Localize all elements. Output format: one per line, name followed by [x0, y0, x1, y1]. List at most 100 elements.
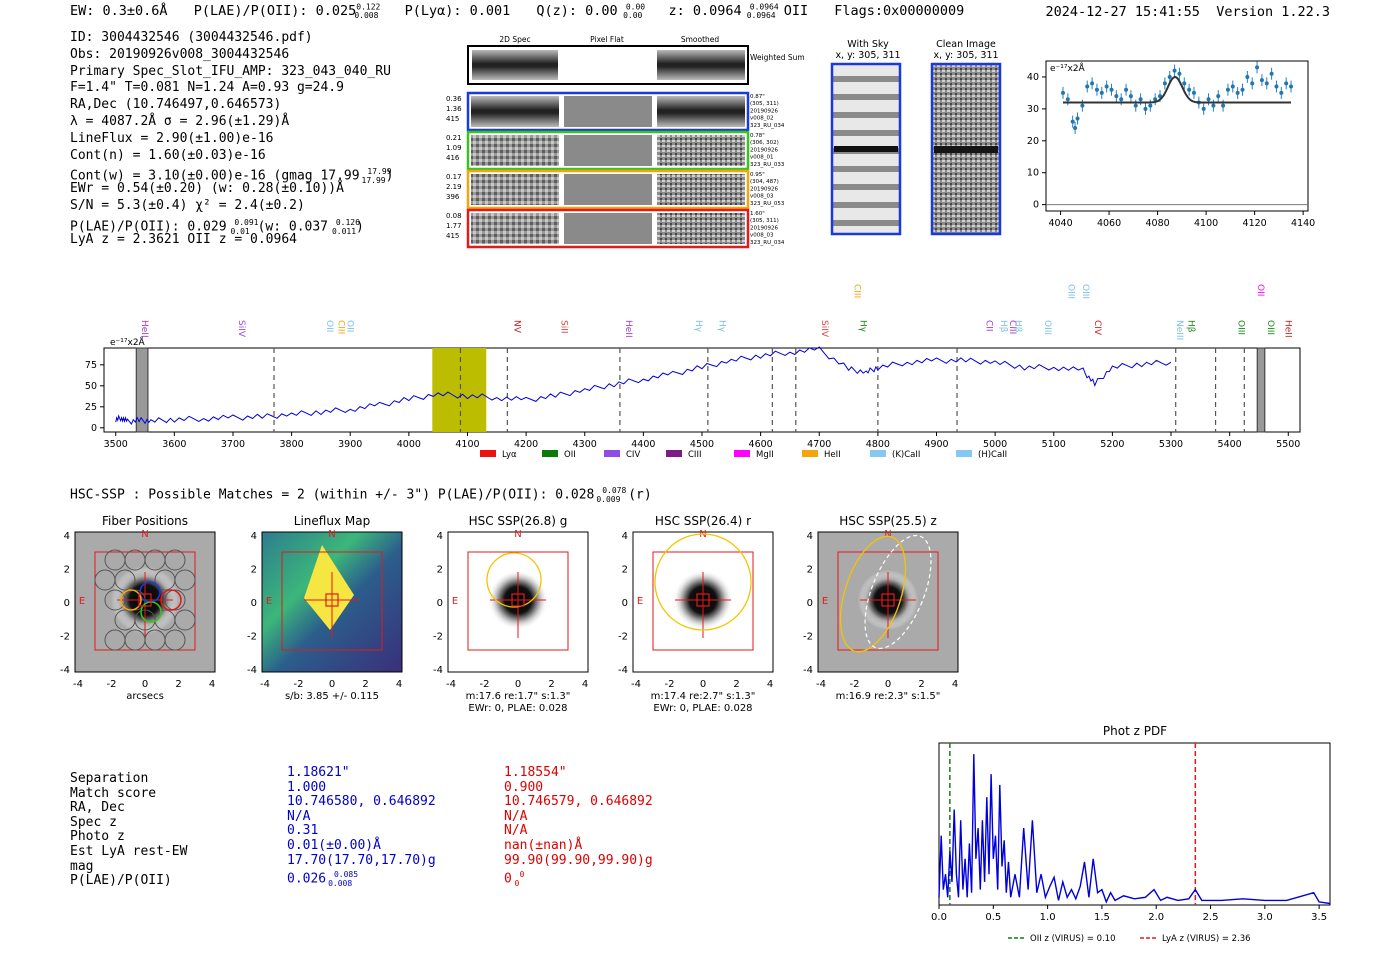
line-fit-plot: e⁻¹⁷x2Å 4040 4060 4080 4100 4120 4140 0 10 20 30 4… — [1027, 60, 1315, 229]
cutout-caption-2: EWr: 0, PLAE: 0.028 — [653, 703, 752, 714]
full-spectrum-xtick-label: 4900 — [924, 439, 948, 450]
full-spectrum-line-label: SiIV — [236, 320, 246, 338]
full-spectrum-xtick-label: 5100 — [1042, 439, 1066, 450]
cutout-ytick-label: -4 — [803, 665, 813, 676]
line-fit-point — [1279, 90, 1284, 95]
line-fit-point — [1182, 81, 1187, 86]
photz-xtick-label: 0.5 — [985, 912, 1001, 923]
cutout-row-right-label: 323_RU_033 — [750, 162, 785, 168]
full-spectrum-line-label: OII — [344, 320, 354, 332]
cutout-box — [837, 551, 939, 651]
col-label-pixelflat: Pixel Flat — [590, 35, 624, 44]
full-spectrum-xtick-label: 4800 — [866, 439, 890, 450]
cutout-ytick-label: -2 — [433, 632, 443, 643]
cutout-ytick-label: 2 — [64, 565, 70, 576]
cutout-caption: m:17.6 re:1.7" s:1.3" — [466, 691, 571, 702]
line-fit-point — [1124, 87, 1129, 92]
fiber-circle — [114, 569, 136, 591]
line-fit-xtick-label: 4080 — [1145, 218, 1169, 229]
cutout-ytick-label: -2 — [803, 632, 813, 643]
source-box — [696, 593, 710, 607]
cutout-row-right-label: 20190926 — [750, 108, 778, 114]
cutout-ytick-label: 2 — [251, 565, 257, 576]
cutout-xtick-label: -2 — [480, 679, 490, 690]
cutout-panel-title: Lineflux Map — [294, 514, 370, 528]
line-fit-point — [1221, 103, 1226, 108]
match-label: Match score — [70, 785, 157, 801]
full-spectrum-line-label: OIII — [1080, 284, 1090, 299]
header-flags: Flags:0x00000009 — [834, 2, 965, 19]
line-fit-point — [1162, 81, 1167, 86]
full-spectrum-line-label: CIII — [1007, 320, 1017, 334]
cutout-ytick-label: 0 — [622, 598, 628, 609]
fiber-circle — [174, 569, 196, 591]
source-box — [511, 593, 525, 607]
photz-xtick-label: 2.0 — [1148, 912, 1164, 923]
line-fit-point — [1133, 103, 1138, 108]
cutout-row-right-label: (304, 487) — [750, 179, 779, 185]
cutout-xtick-label: -4 — [260, 679, 270, 690]
cutout-xtick-label: -2 — [850, 679, 860, 690]
cutout-caption: s/b: 3.85 +/- 0.115 — [285, 691, 379, 702]
cutout-row-right-label: 20190926 — [750, 186, 778, 192]
line-fit-point — [1259, 78, 1264, 83]
source-box — [325, 593, 339, 607]
cutout-row-right-label: v008_03 — [750, 194, 774, 200]
cutout-xtick-label: 0 — [515, 679, 521, 690]
cutout-xtick-label: 0 — [700, 679, 706, 690]
line-fit-curve — [1063, 75, 1291, 104]
line-fit-point — [1153, 97, 1158, 102]
cutout-row-smoothed — [657, 213, 745, 244]
lineflux-peak — [304, 545, 354, 630]
line-fit-point — [1284, 81, 1289, 86]
full-spectrum-line-label: Hγ — [693, 320, 703, 333]
line-fit-point — [1230, 84, 1235, 89]
header-ew: EW: 0.3±0.6Å — [70, 2, 168, 19]
cutout-row-left-label: 1.09 — [446, 144, 462, 152]
header-plya: P(Lyα): 0.001 — [404, 2, 511, 19]
match-1-value: 17.70(17.70,17.70)g — [287, 852, 436, 868]
cutout-xtick-label: -4 — [73, 679, 83, 690]
full-spectrum-line-label: OIII — [1265, 320, 1275, 335]
match-2-value: N/A — [504, 808, 528, 824]
match-label: Separation — [70, 771, 149, 786]
cutout-row-left-label: 415 — [446, 232, 459, 240]
full-spectrum-line-label: NV — [511, 320, 521, 334]
full-spectrum-line-label: CIII — [336, 320, 346, 334]
match-label: P(LAE)/P(OII) — [70, 873, 172, 889]
photz-xtick-label: 2.5 — [1203, 912, 1219, 923]
aperture-ellipse — [486, 552, 542, 608]
full-spectrum-line-label: CII — [983, 320, 993, 332]
match-2-value: nan(±nan)Å — [504, 837, 583, 853]
header-timestamp: 2024-12-27 15:41:55 Version 1.22.3 — [1045, 4, 1331, 20]
photz-plot: Phot z PDF 0.0 0.5 1.0 1.5 2.0 2.5 3.0 3.5 OII … — [931, 724, 1331, 944]
line-fit-ytick-label: 40 — [1027, 72, 1039, 83]
full-spectrum-ytick-label: 75 — [85, 360, 97, 371]
match-1-value: 0.026 0.0850.008 — [287, 870, 359, 889]
aperture-ellipse — [839, 535, 907, 653]
info-ewr: EWr = 0.54(±0.20) (w: 0.28(±0.10))Å — [70, 181, 344, 197]
full-spectrum-line-label: OIII — [1065, 284, 1075, 299]
cutout-ytick-label: -2 — [247, 632, 257, 643]
cutout-row-2dspec — [471, 96, 559, 127]
line-fit-point — [1070, 119, 1075, 124]
full-spectrum-line-label: HeII — [139, 320, 149, 338]
cutout-row-right-label: 323_RU_034 — [750, 240, 785, 246]
cutout-ytick-label: -2 — [60, 632, 70, 643]
line-fit-xtick-label: 4060 — [1097, 218, 1121, 229]
full-spectrum-xtick-label: 4500 — [690, 439, 714, 450]
line-fit-point — [1206, 97, 1211, 102]
cutout-row-right-label: 1.60" — [750, 211, 765, 217]
cutout-xtick-label: 2 — [733, 679, 739, 690]
fiber-circle-orange — [120, 589, 142, 611]
line-fit-point — [1104, 84, 1109, 89]
cutout-xtick-label: 0 — [885, 679, 891, 690]
with-sky-xy: x, y: 305, 311 — [835, 50, 900, 61]
info-plae: P(LAE)/P(OII): 0.029 0.0910.01 (w: 0.037… — [70, 217, 364, 236]
full-spectrum-xtick-label: 4200 — [514, 439, 538, 450]
line-fit-point — [1211, 103, 1216, 108]
photz-xtick-label: 1.0 — [1040, 912, 1056, 923]
compass-north: N — [141, 529, 148, 540]
full-spectrum-xtick-label: 4000 — [397, 439, 421, 450]
photz-xtick-label: 0.0 — [931, 912, 947, 923]
